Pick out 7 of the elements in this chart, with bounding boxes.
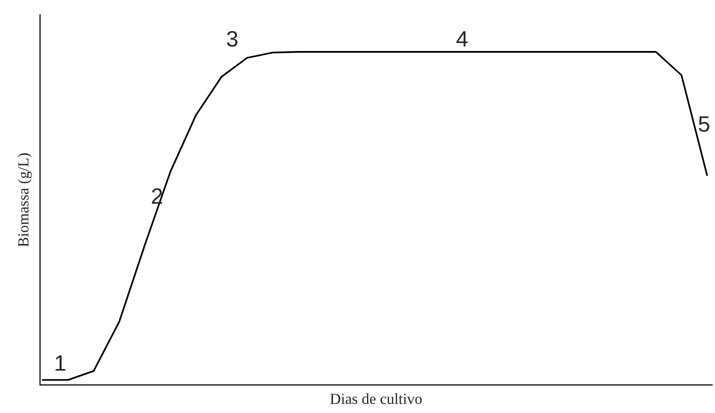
x-axis-title: Dias de cultivo <box>330 393 422 404</box>
annotation: 1 <box>56 355 66 371</box>
annotation: 5 <box>698 116 710 132</box>
annotation: 2 <box>152 188 162 204</box>
text: 4 <box>456 31 468 47</box>
text: 3 <box>226 31 238 47</box>
y-axis-title: Biomassa (g/L) <box>18 153 32 247</box>
